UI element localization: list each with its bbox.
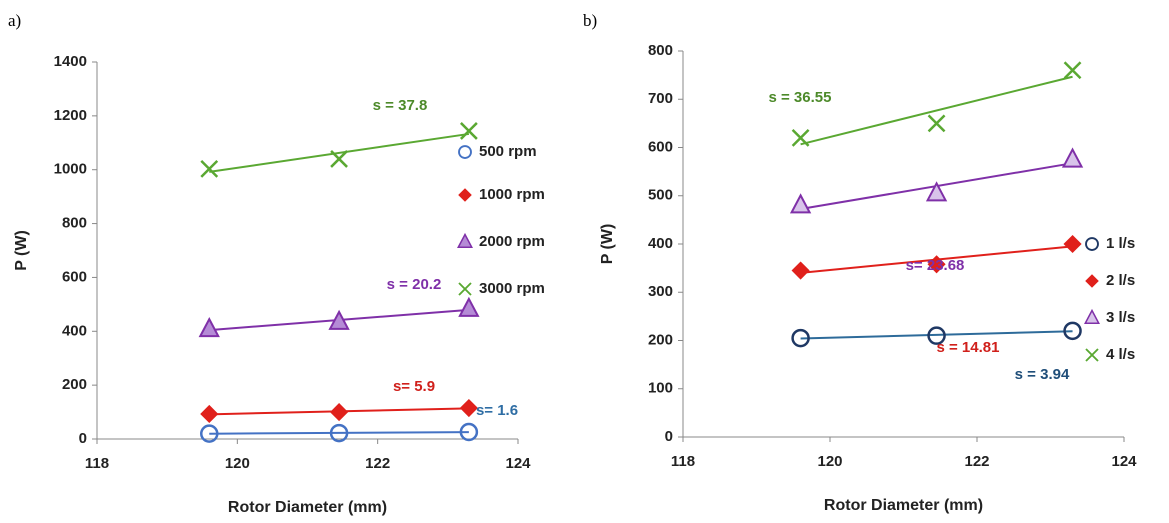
annotation: s= 23.68 [906,257,965,274]
x-tick-label: 118 [671,453,695,470]
annotation: s= 5.9 [393,378,435,395]
y-tick-label: 400 [62,322,87,339]
legend-marker [1085,348,1099,362]
x-axis-label: Rotor Diameter (mm) [228,499,387,516]
y-tick-label: 600 [648,138,673,155]
x-tick-label: 124 [1111,453,1137,470]
marker [791,128,810,147]
marker [1063,61,1082,80]
marker [927,255,946,274]
legend-marker [1085,274,1099,288]
x-tick-label: 120 [817,453,842,470]
marker [459,398,478,418]
y-tick-label: 0 [665,428,673,445]
legend-label: 1 l/s [1106,235,1135,252]
legend-label: 2 l/s [1106,272,1135,289]
legend-label: 3 l/s [1106,309,1135,326]
trendline [209,431,469,435]
trendline [209,132,470,173]
y-tick-label: 1400 [54,53,87,70]
marker [459,422,479,442]
marker [927,326,946,345]
marker [927,114,946,133]
x-tick-label: 118 [85,455,109,472]
annotation: s = 3.94 [1015,366,1070,383]
panel-label: a) [8,11,21,30]
legend-label: 500 rpm [479,143,537,160]
y-tick-label: 0 [79,430,87,447]
marker [789,193,812,214]
x-tick-label: 120 [225,455,250,472]
marker [1063,234,1082,254]
legend-marker [457,232,473,248]
x-tick-label: 122 [964,453,989,470]
marker [200,160,219,178]
marker [329,423,349,443]
y-tick-label: 1200 [54,107,87,124]
y-tick-label: 600 [62,268,87,285]
x-axis-label: Rotor Diameter (mm) [824,497,983,514]
marker [198,316,220,338]
marker [200,424,219,443]
legend-label: 3000 rpm [479,280,545,297]
x-tick-label: 122 [365,455,390,472]
y-tick-label: 200 [62,376,87,393]
annotation: s= 1.6 [476,402,518,419]
legend-marker [1084,308,1100,324]
marker [925,181,948,202]
legend-marker [458,188,472,202]
annotation: s = 20.2 [387,276,442,293]
marker [328,309,350,330]
annotation: s = 14.81 [937,339,1000,356]
marker [791,328,810,348]
marker [200,404,219,424]
annotation: s = 37.8 [373,97,428,114]
y-tick-label: 200 [648,331,673,348]
annotation: s = 36.55 [769,89,832,106]
y-tick-label: 700 [648,90,673,107]
trendline [800,75,1073,146]
y-tick-label: 800 [648,42,673,59]
legend-label: 2000 rpm [479,233,545,250]
marker [459,122,478,140]
legend-marker [458,282,472,296]
x-tick-label: 124 [505,455,531,472]
marker [330,403,349,422]
marker [1061,147,1084,168]
marker [791,261,810,280]
y-tick-label: 300 [648,283,673,300]
y-tick-label: 500 [648,187,673,204]
y-tick-label: 100 [648,380,673,397]
legend-label: 1000 rpm [479,186,545,203]
y-tick-label: 400 [648,235,673,252]
panel-label: b) [583,11,597,30]
y-axis-label: P (W) [13,230,30,271]
y-axis-label: P (W) [599,224,616,265]
legend-label: 4 l/s [1106,346,1135,363]
marker [458,296,480,317]
y-tick-label: 1000 [54,161,87,178]
legend-marker [458,145,472,159]
marker [330,150,348,168]
marker [1063,321,1082,341]
trendline [800,330,1073,340]
legend-marker [1085,237,1099,251]
y-tick-label: 800 [62,215,87,232]
